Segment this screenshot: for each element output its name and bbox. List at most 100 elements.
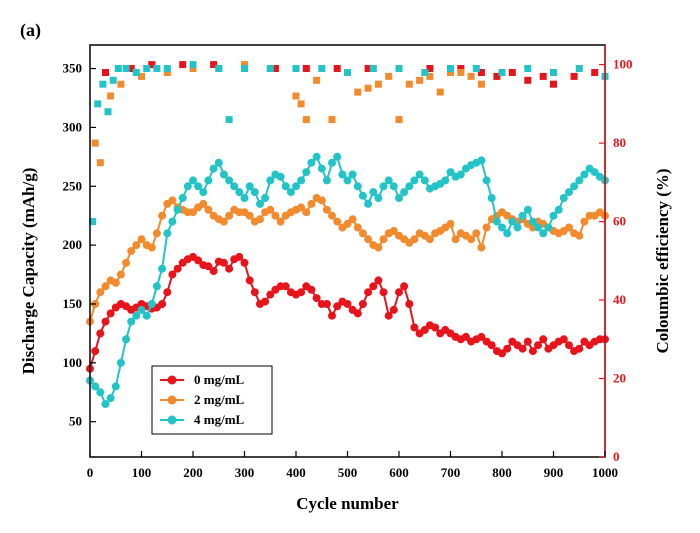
efficiency-point [104,108,112,116]
efficiency-point [297,100,305,108]
capacity-point [225,211,234,220]
capacity-point [256,199,264,208]
efficiency-point [143,65,151,72]
capacity-point [245,182,254,191]
capacity-point [338,170,347,179]
capacity-point [168,196,177,205]
efficiency-point [328,116,336,124]
capacity-point [307,158,316,167]
capacity-point [204,262,213,271]
x-axis-title: Cycle number [296,494,399,513]
efficiency-point [96,159,104,167]
efficiency-point [163,69,171,76]
capacity-point [559,194,568,202]
capacity-point [281,282,290,291]
capacity-point [219,217,228,226]
efficiency-point [550,80,557,88]
capacity-point [348,215,357,224]
efficiency-point [225,116,233,124]
capacity-point [389,182,398,191]
capacity-point [523,205,532,214]
capacity-point [240,194,249,202]
capacity-point [456,170,465,179]
capacity-point [209,164,218,173]
capacity-point [256,215,264,224]
efficiency-point [99,80,107,88]
efficiency-point [447,65,454,72]
efficiency-point [189,65,197,72]
efficiency-point [109,76,117,84]
x-tick-label: 800 [492,465,512,480]
capacity-point [271,211,280,220]
efficiency-point [153,65,161,72]
efficiency-point [493,72,501,80]
capacity-point [219,258,228,267]
efficiency-point [94,100,102,108]
capacity-point [116,358,125,367]
legend-label: 4 mg/mL [194,412,245,427]
y-tick-label: 100 [63,355,83,370]
efficiency-point [148,61,156,69]
efficiency-point [591,69,599,76]
efficiency-point [344,69,351,76]
capacity-point [508,217,517,226]
capacity-point [358,191,367,200]
efficiency-point [395,65,403,72]
capacity-point [245,276,254,285]
capacity-point [183,182,192,191]
efficiency-point [539,72,547,80]
efficiency-point [369,65,377,72]
capacity-point [379,182,388,191]
capacity-point [137,235,146,244]
capacity-point [575,344,584,353]
y2-tick-label: 0 [613,449,620,464]
capacity-point [441,176,450,185]
capacity-point [431,323,440,332]
capacity-point [353,182,362,191]
capacity-point [307,199,316,208]
capacity-point [111,382,120,391]
efficiency-point [117,80,125,88]
capacity-point [96,288,105,297]
capacity-point [492,217,501,226]
capacity-point [266,176,275,185]
capacity-point [209,267,218,275]
capacity-point [482,176,491,185]
capacity-point [276,172,285,181]
capacity-point [266,205,275,214]
capacity-point [400,282,409,291]
capacity-point [498,223,506,232]
capacity-point [358,300,367,308]
capacity-point [369,282,378,291]
capacity-point [322,205,331,214]
capacity-point [101,282,110,291]
panel-label: (a) [20,20,41,41]
capacity-point [369,188,378,197]
x-tick-label: 100 [132,465,152,480]
axes-layer: 0 100 200 300 400 500 600 700 800 900 100050100150… [63,44,633,480]
efficiency-point [436,88,444,96]
efficiency-point [395,116,403,124]
efficiency-point [241,65,248,72]
capacity-point [384,176,393,185]
capacity-point [266,290,275,299]
capacity-point [513,223,522,232]
efficiency-point [426,65,434,72]
y-tick-label: 150 [63,296,83,311]
capacity-point [106,309,115,318]
capacity-point [565,341,573,350]
capacity-point [111,278,120,287]
efficiency-point [570,72,578,80]
series-1 [86,61,609,373]
legend-label: 2 mg/mL [194,392,245,407]
efficiency-point [127,65,135,72]
capacity-point [158,211,167,220]
capacity-point [534,341,542,350]
capacity-point [101,317,110,326]
capacity-point [91,347,100,356]
capacity-point [250,288,259,297]
capacity-point [559,335,568,344]
efficiency-point [364,65,372,72]
capacity-point [410,176,419,185]
